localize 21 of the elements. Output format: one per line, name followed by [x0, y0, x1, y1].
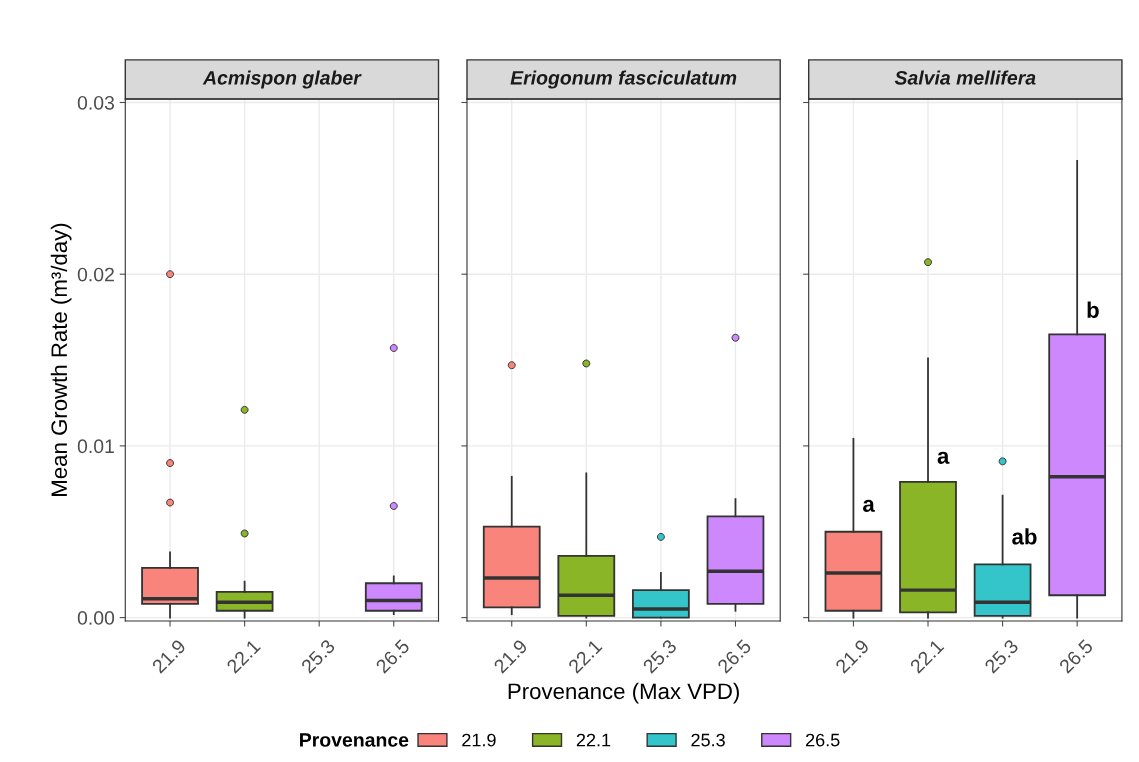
- y-tick-label: 0.02: [77, 267, 114, 282]
- x-axis-title: Provenance (Max VPD): [508, 682, 739, 704]
- annotation: a: [937, 451, 950, 464]
- chart-title: Salvia mellifera: [894, 70, 1036, 85]
- y-tick-label: 0.01: [77, 439, 114, 454]
- category-label: 22.1: [576, 733, 611, 747]
- category-label: 21.9: [462, 733, 496, 747]
- annotation: b: [1087, 301, 1099, 318]
- y-axis-title: Mean Growth Rate (m³/day): [50, 223, 72, 496]
- chart-title: Acmispon glaber: [202, 70, 362, 89]
- legend-title: Provenance: [300, 733, 409, 747]
- category-label: 26.5: [806, 733, 840, 747]
- y-tick-label: 0.00: [77, 611, 115, 625]
- category-label: 25.3: [691, 733, 725, 747]
- x-tick-label: 22.1: [567, 638, 603, 674]
- x-tick-label: 22.1: [225, 638, 261, 674]
- annotation: ab: [1012, 528, 1037, 545]
- chart-title: Eriogonum fasciculatum: [510, 70, 737, 89]
- annotation: a: [863, 499, 875, 512]
- x-tick-label: 22.1: [909, 638, 945, 674]
- y-tick-label: 0.03: [77, 95, 115, 110]
